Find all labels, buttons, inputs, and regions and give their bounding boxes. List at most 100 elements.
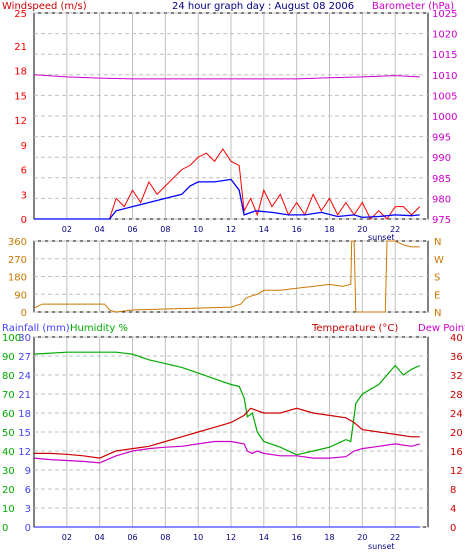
- p2-right-tick-label: N: [434, 237, 441, 248]
- temperature-axis-label: Temperature (°C): [311, 323, 398, 334]
- p1-left-tick-label: 3: [21, 190, 27, 201]
- p3-humidity-tick-label: 100: [2, 333, 21, 344]
- temperature-humidity-panel: Rainfall (mm) Humidity % Temperature (°C…: [2, 323, 465, 551]
- p3-rain-tick-label: 27: [18, 352, 31, 363]
- p2-left-tick-label: 90: [14, 290, 27, 301]
- p3-x-tick-label: 16: [292, 533, 302, 542]
- p3-temp-tick-label: 4: [450, 504, 456, 515]
- p3-temp-tick-label: 20: [450, 428, 463, 439]
- sunset-label-bottom: sunset: [368, 542, 395, 551]
- series-temperature: [34, 407, 420, 459]
- p3-temp-tick-label: 12: [450, 466, 463, 477]
- p1-right-tick-label: 995: [432, 133, 451, 144]
- humidity-axis-label: Humidity %: [70, 323, 128, 334]
- windspeed-axis-label: Windspeed (m/s): [2, 1, 87, 12]
- p1-x-tick-label: 12: [226, 225, 236, 234]
- p1-left-tick-label: 0: [21, 215, 27, 226]
- p3-rain-tick-label: 3: [25, 504, 31, 515]
- p3-rain-tick-label: 9: [25, 466, 31, 477]
- p3-temp-tick-label: 16: [450, 447, 463, 458]
- p1-right-tick-label: 985: [432, 174, 451, 185]
- p2-left-tick-label: 270: [8, 255, 27, 266]
- p2-left-tick-label: 360: [8, 237, 27, 248]
- p3-humidity-tick-label: 70: [2, 390, 15, 401]
- p1-left-tick-label: 21: [14, 42, 27, 53]
- p1-right-tick-label: 980: [432, 194, 451, 205]
- p1-left-tick-label: 6: [21, 166, 27, 177]
- sunset-label-top: sunset: [368, 233, 395, 242]
- series-barometer: [33, 74, 420, 80]
- p3-humidity-tick-label: 30: [2, 466, 15, 477]
- p3-x-tick-label: 14: [259, 533, 269, 542]
- p3-humidity-tick-label: 0: [2, 523, 8, 534]
- p3-rain-tick-label: 0: [25, 523, 31, 534]
- p1-right-tick-label: 1000: [432, 112, 457, 123]
- p1-x-tick-label: 18: [324, 225, 334, 234]
- p1-left-tick-label: 25: [14, 9, 27, 20]
- p3-temp-tick-label: 36: [450, 352, 463, 363]
- p2-right-tick-label: W: [434, 255, 444, 266]
- p3-temp-tick-label: 0: [450, 523, 456, 534]
- p3-temp-tick-label: 24: [450, 409, 463, 420]
- p1-right-tick-label: 1025: [432, 9, 457, 20]
- p3-x-tick-label: 10: [193, 533, 203, 542]
- p1-left-tick-label: 9: [21, 141, 27, 152]
- p1-x-tick-label: 22: [390, 225, 400, 234]
- series-winddir: [33, 240, 420, 313]
- p1-right-tick-label: 1015: [432, 50, 457, 61]
- p2-right-tick-label: N: [434, 308, 441, 319]
- p3-x-tick-label: 20: [357, 533, 367, 542]
- p3-humidity-tick-label: 90: [2, 352, 15, 363]
- p3-rain-tick-label: 30: [18, 333, 31, 344]
- p1-x-tick-label: 04: [95, 225, 105, 234]
- p3-humidity-tick-label: 60: [2, 409, 15, 420]
- p1-x-tick-label: 02: [62, 225, 72, 234]
- series-windavg: [34, 178, 420, 220]
- p3-x-tick-label: 08: [160, 533, 170, 542]
- p2-left-tick-label: 180: [8, 273, 27, 284]
- p3-temp-tick-label: 28: [450, 390, 463, 401]
- p2-right-tick-label: E: [434, 290, 440, 301]
- p1-x-tick-label: 08: [160, 225, 170, 234]
- p1-right-tick-label: 1020: [432, 30, 457, 41]
- p3-rain-tick-label: 18: [18, 409, 31, 420]
- p3-x-tick-label: 02: [62, 533, 72, 542]
- p2-left-tick-label: 0: [21, 308, 27, 319]
- p1-right-tick-label: 1010: [432, 71, 457, 82]
- p3-x-tick-label: 04: [95, 533, 105, 542]
- dewpoint-axis-label: Dew Point: [418, 323, 465, 334]
- p1-x-tick-label: 16: [292, 225, 302, 234]
- p1-x-tick-label: 20: [357, 225, 367, 234]
- p3-x-tick-label: 18: [324, 533, 334, 542]
- p3-humidity-tick-label: 40: [2, 447, 15, 458]
- p3-temp-tick-label: 8: [450, 485, 456, 496]
- wind-barometer-panel: Windspeed (m/s) 24 hour graph day : Augu…: [2, 1, 457, 242]
- p3-temp-tick-label: 40: [450, 333, 463, 344]
- p3-humidity-tick-label: 10: [2, 504, 15, 515]
- p3-rain-tick-label: 15: [18, 428, 31, 439]
- p2-right-tick-label: S: [434, 273, 440, 284]
- rainfall-axis-label: Rainfall (mm): [2, 323, 70, 334]
- p1-left-tick-label: 18: [14, 67, 27, 78]
- p1-x-tick-label: 10: [193, 225, 203, 234]
- p3-rain-tick-label: 6: [25, 485, 31, 496]
- p1-right-tick-label: 1005: [432, 91, 457, 102]
- barometer-axis-label: Barometer (hPa): [372, 1, 454, 12]
- p3-x-tick-label: 12: [226, 533, 236, 542]
- p3-rain-tick-label: 21: [18, 390, 31, 401]
- p1-left-tick-label: 12: [14, 116, 27, 127]
- p3-temp-tick-label: 32: [450, 371, 463, 382]
- p3-humidity-tick-label: 50: [2, 428, 15, 439]
- chart-title: 24 hour graph day : August 08 2006: [172, 1, 354, 12]
- p1-right-tick-label: 975: [432, 215, 451, 226]
- p3-x-tick-label: 06: [127, 533, 137, 542]
- series-windgust: [34, 148, 421, 220]
- series-humidity: [33, 351, 421, 456]
- p3-x-tick-label: 22: [390, 533, 400, 542]
- series-dewpoint: [33, 440, 420, 464]
- p3-humidity-tick-label: 80: [2, 371, 15, 382]
- p1-x-tick-label: 14: [259, 225, 269, 234]
- p1-left-tick-label: 15: [14, 91, 27, 102]
